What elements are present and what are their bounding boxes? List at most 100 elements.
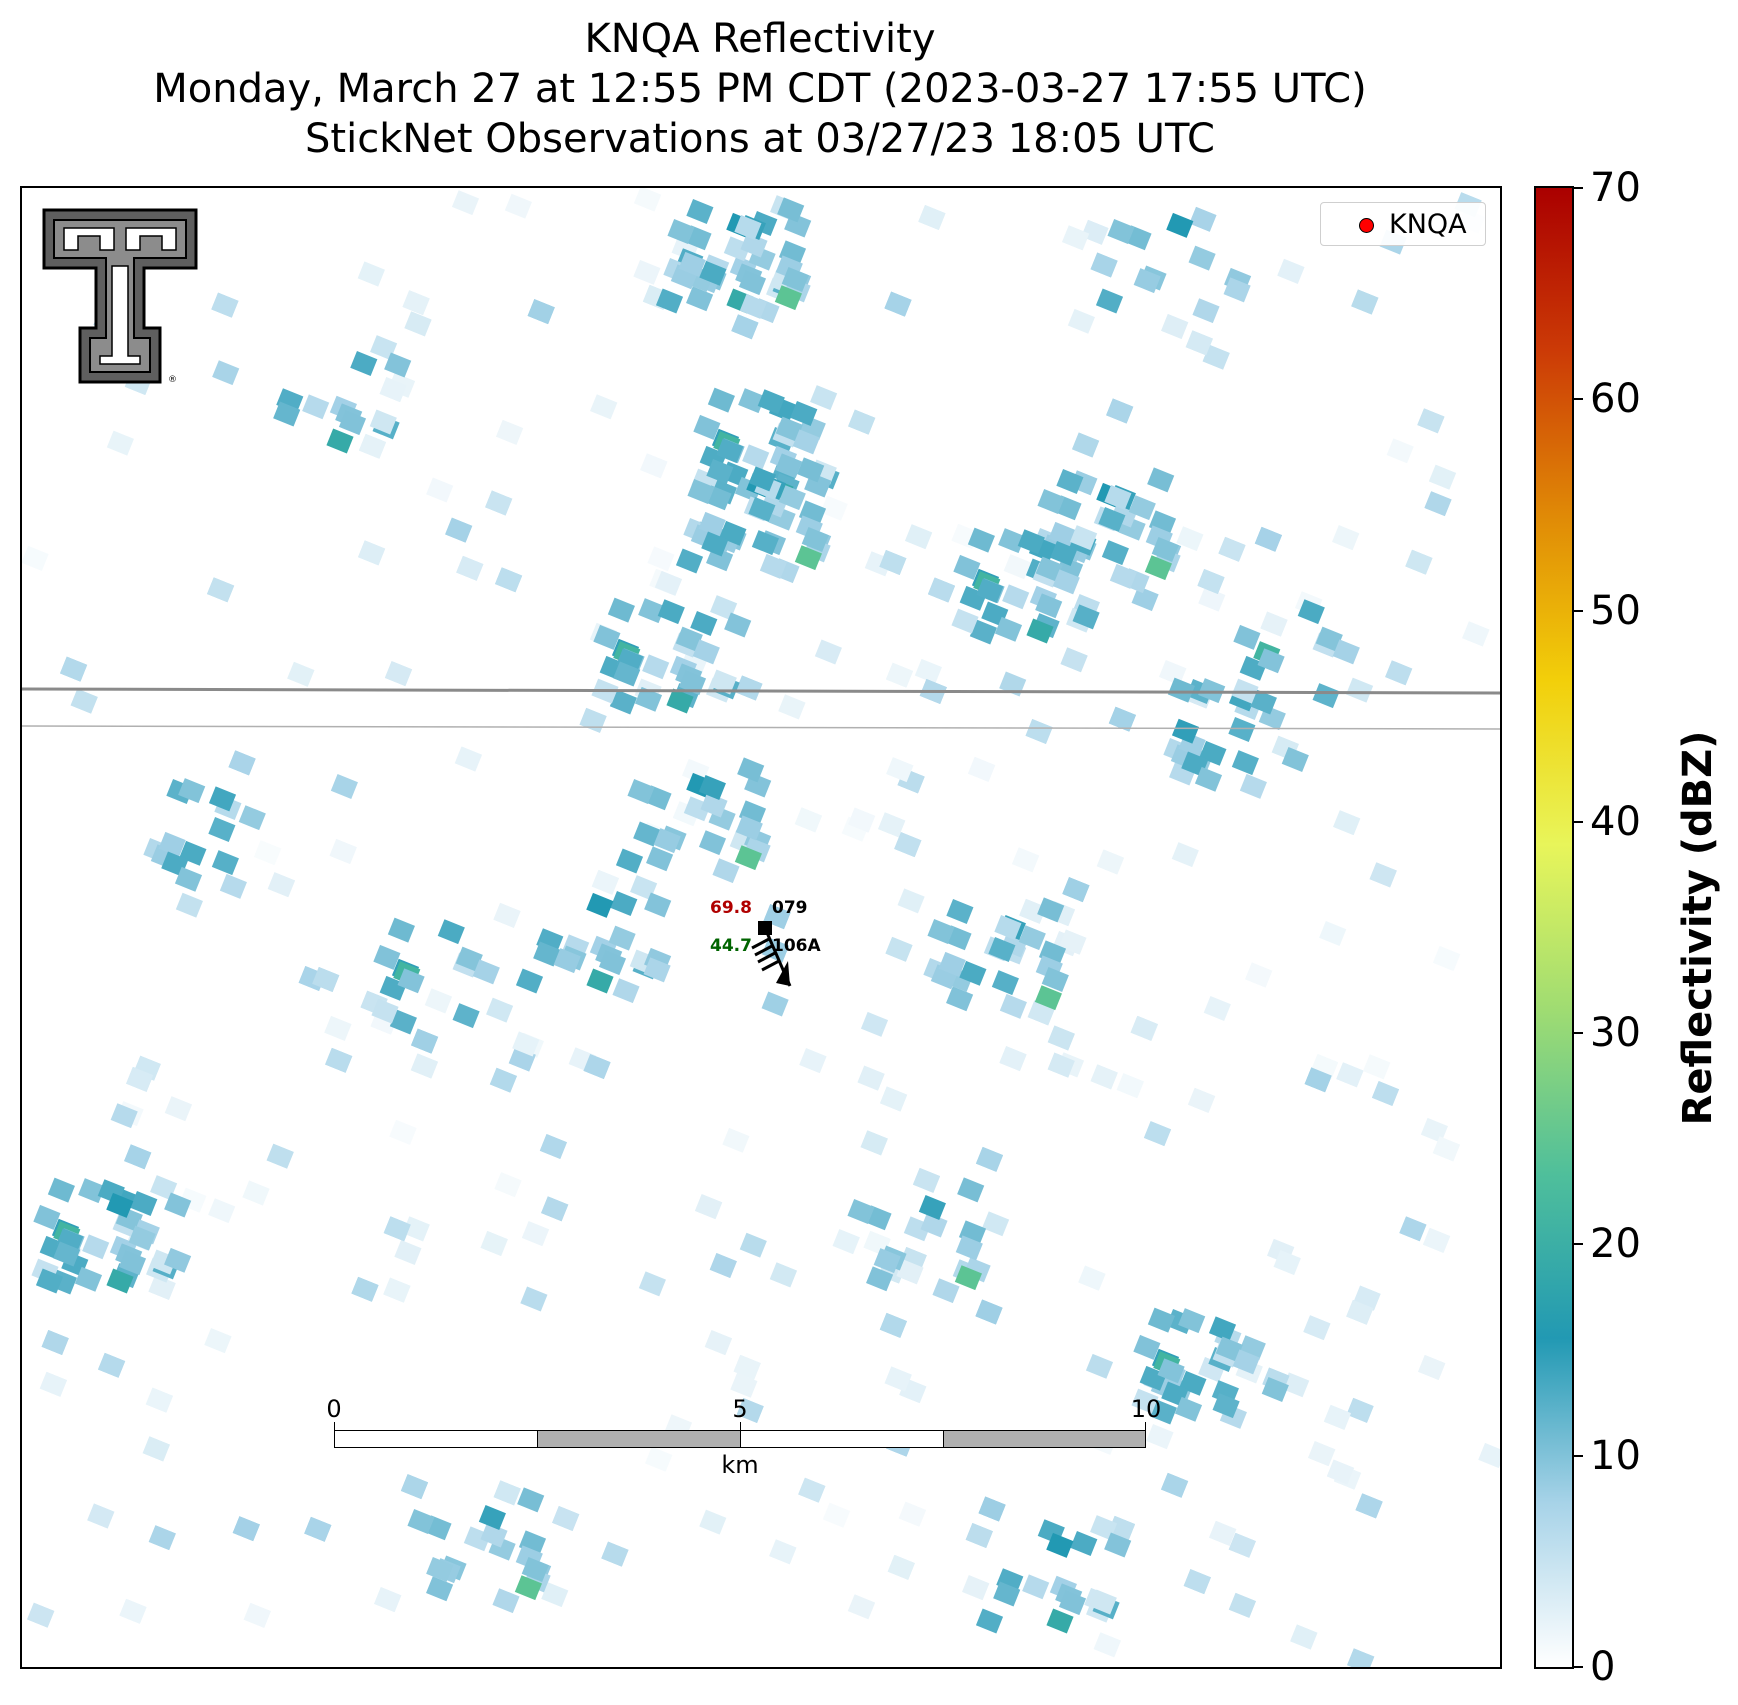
reflectivity-pixel bbox=[1058, 1590, 1087, 1616]
reflectivity-pixel bbox=[738, 388, 766, 414]
reflectivity-pixel bbox=[1147, 1307, 1175, 1333]
reflectivity-pixel bbox=[118, 1250, 147, 1276]
reflectivity-pixel bbox=[1478, 1443, 1500, 1468]
reflectivity-pixel bbox=[946, 899, 974, 924]
reflectivity-pixel bbox=[734, 215, 762, 240]
reflectivity-pixel bbox=[407, 1509, 435, 1534]
reflectivity-pixel bbox=[687, 479, 715, 504]
reflectivity-pixel bbox=[1067, 308, 1095, 334]
wind-barb-full-3 bbox=[754, 944, 773, 957]
reflectivity-pixel bbox=[1261, 1377, 1289, 1402]
reflectivity-pixel bbox=[1333, 810, 1361, 836]
reflectivity-pixel bbox=[701, 531, 729, 557]
reflectivity-pixel bbox=[1107, 219, 1135, 244]
reflectivity-pixel bbox=[492, 1588, 520, 1614]
reflectivity-pixel bbox=[774, 285, 802, 311]
reflectivity-pixel bbox=[1093, 1632, 1121, 1658]
reflectivity-pixel bbox=[991, 970, 1019, 996]
reflectivity-pixel bbox=[748, 466, 777, 492]
reflectivity-pixel bbox=[857, 1065, 885, 1091]
reflectivity-pixel bbox=[485, 490, 513, 516]
reflectivity-pixel bbox=[1420, 1117, 1448, 1143]
reflectivity-pixel bbox=[219, 873, 247, 899]
reflectivity-pixel bbox=[402, 1216, 430, 1242]
reflectivity-pixel bbox=[698, 775, 726, 800]
reflectivity-pixel bbox=[437, 919, 465, 945]
reflectivity-pixel bbox=[106, 430, 134, 456]
reflectivity-pixel bbox=[709, 1253, 737, 1278]
reflectivity-pixel bbox=[734, 845, 762, 871]
reflectivity-pixel bbox=[590, 394, 618, 420]
reflectivity-pixel bbox=[208, 1198, 236, 1224]
reflectivity-pixel bbox=[1290, 1624, 1318, 1650]
reflectivity-pixel bbox=[1131, 586, 1159, 612]
reflectivity-pixel bbox=[533, 941, 561, 967]
reflectivity-pixel bbox=[287, 661, 315, 687]
reflectivity-pixel bbox=[735, 815, 763, 841]
reflectivity-pixel bbox=[1385, 660, 1413, 686]
scale-segment-white bbox=[740, 1430, 944, 1448]
reflectivity-pixel bbox=[724, 612, 752, 638]
reflectivity-pixel bbox=[208, 817, 236, 842]
wind-barb-full-2 bbox=[757, 951, 776, 964]
reflectivity-pixel bbox=[884, 291, 912, 317]
reflectivity-pixel bbox=[35, 1268, 64, 1294]
reflectivity-pixel bbox=[1297, 599, 1325, 625]
reflectivity-pixel bbox=[978, 1496, 1006, 1522]
reflectivity-pixel bbox=[175, 892, 203, 918]
reflectivity-pixel bbox=[731, 314, 759, 340]
reflectivity-pixel bbox=[918, 1195, 946, 1220]
reflectivity-pixel bbox=[1026, 618, 1054, 644]
reflectivity-pixel bbox=[879, 1312, 907, 1338]
reflectivity-pixel bbox=[814, 639, 842, 665]
colorbar-tick-label: 10 bbox=[1590, 1432, 1641, 1479]
reflectivity-pixel bbox=[1101, 540, 1129, 566]
reflectivity-pixel bbox=[324, 1015, 352, 1041]
svg-text:®: ® bbox=[168, 375, 177, 385]
reflectivity-pixel bbox=[866, 1266, 894, 1292]
colorbar-tick-label: 50 bbox=[1590, 587, 1641, 634]
reflectivity-pixel bbox=[1104, 1532, 1132, 1558]
reflectivity-pixel bbox=[686, 286, 714, 312]
reflectivity-pixel bbox=[736, 1398, 764, 1423]
reflectivity-pixel bbox=[642, 654, 670, 680]
reflectivity-pixel bbox=[848, 807, 876, 833]
reflectivity-pixel bbox=[675, 626, 703, 652]
reflectivity-pixel bbox=[1171, 718, 1200, 744]
reflectivity-pixel bbox=[1260, 611, 1288, 637]
reflectivity-pixel bbox=[1062, 877, 1090, 903]
reflectivity-pixel bbox=[1017, 529, 1045, 555]
reflectivity-pixel bbox=[1048, 521, 1076, 547]
reflectivity-pixel bbox=[927, 577, 956, 603]
reflectivity-pixel bbox=[1090, 252, 1118, 278]
reflectivity-pixel bbox=[242, 1180, 270, 1206]
colorbar-tick bbox=[1574, 820, 1583, 823]
reflectivity-pixel bbox=[675, 548, 704, 574]
reflectivity-pixel bbox=[1257, 648, 1285, 674]
reflectivity-pixel bbox=[579, 707, 607, 733]
reflectivity-pixel bbox=[739, 293, 767, 319]
scale-segment-gray bbox=[943, 1430, 1146, 1448]
reflectivity-pixel bbox=[451, 190, 480, 216]
reflectivity-pixel bbox=[1319, 921, 1347, 946]
reflectivity-pixel bbox=[1326, 1459, 1355, 1485]
reflectivity-pixel bbox=[1432, 1136, 1460, 1162]
reflectivity-pixel bbox=[1046, 1532, 1074, 1558]
reflectivity-pixel bbox=[1208, 1316, 1237, 1342]
reflectivity-pixel bbox=[613, 661, 641, 687]
scale-bar: 0 5 10 km bbox=[326, 1396, 1161, 1478]
reflectivity-pixel bbox=[1203, 996, 1231, 1021]
colorbar-tick bbox=[1574, 1454, 1583, 1457]
reflectivity-pixel bbox=[254, 840, 282, 866]
reflectivity-pixel bbox=[601, 1541, 629, 1567]
reflectivity-pixel bbox=[878, 812, 906, 838]
legend-label: KNQA bbox=[1389, 209, 1467, 240]
reflectivity-pixel bbox=[657, 599, 685, 625]
colorbar-tick-label: 0 bbox=[1590, 1644, 1616, 1690]
reflectivity-pixel bbox=[781, 267, 809, 292]
reflectivity-pixel bbox=[896, 1259, 924, 1285]
reflectivity-pixel bbox=[1433, 946, 1461, 971]
reflectivity-pixel bbox=[1130, 1015, 1158, 1041]
reflectivity-pixel bbox=[1228, 1592, 1256, 1618]
reflectivity-pixel bbox=[794, 807, 822, 833]
